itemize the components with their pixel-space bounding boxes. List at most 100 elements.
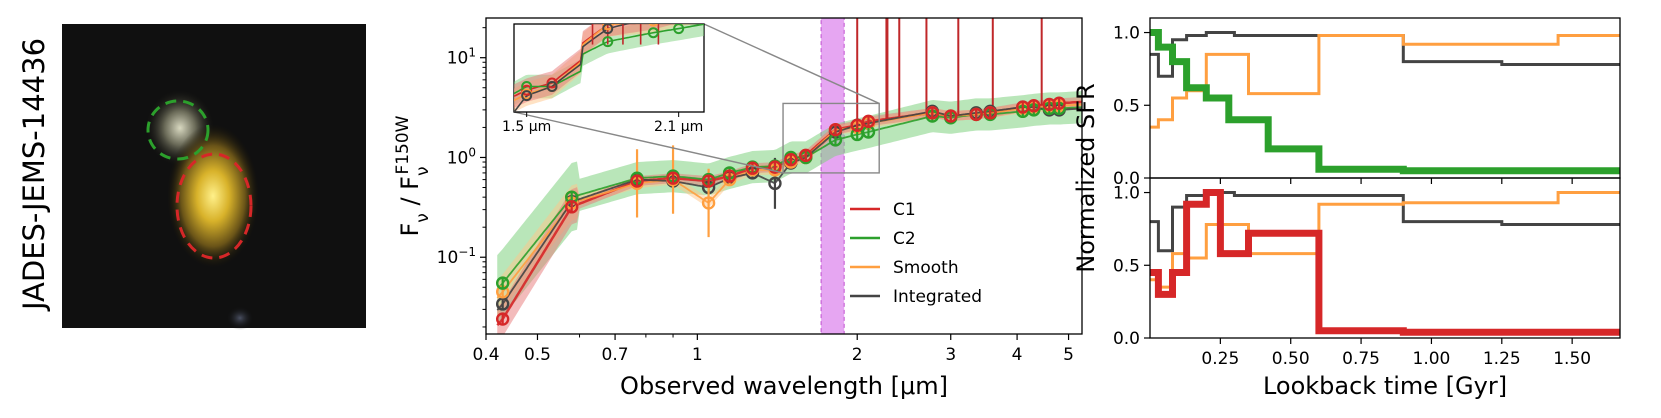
sfh-step-integrated xyxy=(1150,31,1620,78)
data-point-c1 xyxy=(969,107,983,122)
inset-line-c2 xyxy=(514,24,704,95)
legend: C1 C2 Smooth Integrated xyxy=(850,200,982,307)
sfh-x-tick-label: 1.00 xyxy=(1413,349,1451,369)
sed-y-label: Fν / FνF150W xyxy=(393,115,433,236)
inset-tick-label: 2.1 μm xyxy=(654,119,703,135)
galaxy-image-panel: JADES-JEMS-14436 xyxy=(17,24,366,330)
sfh-x-tick-label: 1.50 xyxy=(1553,349,1591,369)
legend-label-smooth: Smooth xyxy=(893,258,959,278)
legend-label-c2: C2 xyxy=(893,229,916,249)
data-point-c1 xyxy=(861,114,876,129)
data-point-c1 xyxy=(784,152,798,167)
sfh-y-tick-label: 0.5 xyxy=(1113,96,1140,116)
inset-tick-label: 1.5 μm xyxy=(502,119,551,135)
sfh-step-smooth xyxy=(1150,34,1620,129)
sfh-step-c2 xyxy=(1150,29,1620,175)
zoom-inset: 1.5 μm 2.1 μm xyxy=(502,7,880,174)
data-point-c1 xyxy=(701,174,716,188)
data-point-c1 xyxy=(799,148,813,163)
sfh-bottom-frame xyxy=(1149,177,1621,339)
data-point-c1 xyxy=(1052,96,1066,110)
highlight-band-rect xyxy=(820,17,845,335)
x-tick-label: 4 xyxy=(1012,345,1023,365)
model-line-c1 xyxy=(496,100,1082,327)
sed-x-ticks: 0.4 0.5 0.7 1 2 3 4 5 xyxy=(472,334,1074,365)
sed-y-ticks: 10−1 100 101 xyxy=(437,27,486,328)
sfh-y-tick-label: 0.0 xyxy=(1113,329,1140,349)
sfh-x-label: Lookback time [Gyr] xyxy=(1263,372,1507,400)
inset-point-c1 xyxy=(521,84,533,96)
inset-envelope-smooth xyxy=(514,24,697,112)
data-point-c1 xyxy=(722,169,737,183)
highlight-band xyxy=(820,17,845,335)
data-point-c1 xyxy=(630,174,644,188)
galaxy-glow-c1 xyxy=(167,124,259,268)
inset-point-c2 xyxy=(647,27,659,39)
inset-point-c1 xyxy=(546,77,558,89)
model-envelopes xyxy=(497,91,1082,334)
zoom-connector xyxy=(703,23,880,105)
inset-content xyxy=(514,7,704,112)
data-point-c1 xyxy=(768,160,782,174)
sfh-x-tick-label: 0.75 xyxy=(1342,349,1380,369)
data-point-c1 xyxy=(1027,99,1041,113)
data-point-c1 xyxy=(495,312,510,326)
data-point-smooth xyxy=(701,196,716,210)
sfh-y-label: Normalized SFR xyxy=(1072,83,1100,272)
sfh-step-c1 xyxy=(1150,189,1620,336)
x-tick-label: 1 xyxy=(692,345,703,365)
inset-point-c2 xyxy=(673,24,685,35)
sed-x-label: Observed wavelength [μm] xyxy=(620,372,948,400)
sed-axes-frame xyxy=(485,17,1083,335)
sfh-x-tick-label: 0.50 xyxy=(1272,349,1310,369)
sfh-top-panel xyxy=(1150,29,1620,175)
sfh-y-tick-label: 1.0 xyxy=(1113,184,1140,204)
y-tick-label: 101 xyxy=(447,46,476,69)
galaxy-label: JADES-JEMS-14436 xyxy=(17,38,51,312)
sfh-x-tick-label: 0.25 xyxy=(1201,349,1239,369)
data-point-c1 xyxy=(745,161,760,175)
region-ellipse-c2 xyxy=(146,99,210,161)
sfh-x-tick-label: 1.25 xyxy=(1483,349,1521,369)
data-point-integrated xyxy=(768,176,782,191)
inset-point-c1 xyxy=(674,7,683,16)
inset-point-integrated xyxy=(602,24,614,35)
sfh-y-tick-label: 0.0 xyxy=(1113,169,1140,189)
sfh-ticks: 0.00.51.00.00.51.00.25 0.50 0.75 1.00 1.25 1.… xyxy=(1113,24,1591,369)
zoom-box xyxy=(782,102,880,174)
data-point-c2 xyxy=(495,276,510,290)
envelope-c2 xyxy=(497,91,1082,324)
inset-point-c2 xyxy=(602,36,614,48)
data-point-c1 xyxy=(983,106,997,120)
sfh-panel: 0.00.51.00.00.51.00.25 0.50 0.75 1.00 1.25 1.… xyxy=(1072,17,1621,400)
inset-point-smooth xyxy=(602,24,614,31)
inset-point-integrated xyxy=(546,81,558,93)
galaxy-glow-faint xyxy=(226,306,254,330)
legend-label-integrated: Integrated xyxy=(893,287,982,307)
data-point-c1 xyxy=(925,106,940,120)
sfh-y-tick-label: 0.5 xyxy=(1113,256,1140,276)
y-tick-label: 10−1 xyxy=(437,245,476,268)
x-tick-label: 0.4 xyxy=(472,345,499,365)
photometry-points xyxy=(495,96,1066,326)
zoom-connector xyxy=(513,111,784,174)
inset-point-smooth xyxy=(648,24,658,27)
data-point-c1 xyxy=(666,171,680,185)
y-tick-label: 100 xyxy=(447,145,476,168)
legend-label-c1: C1 xyxy=(893,200,916,220)
x-tick-label: 2 xyxy=(852,345,863,365)
region-ellipse-c1 xyxy=(175,152,253,260)
data-point-c1 xyxy=(944,109,958,123)
data-point-c1 xyxy=(850,118,864,133)
inset-point-integrated xyxy=(521,90,533,102)
sfh-bottom-panel xyxy=(1150,189,1620,336)
x-tick-label: 3 xyxy=(945,345,956,365)
x-tick-label: 5 xyxy=(1063,345,1074,365)
data-point-c1 xyxy=(828,122,843,137)
x-tick-label: 0.7 xyxy=(602,345,629,365)
sed-panel: 1.5 μm 2.1 μm 0.4 0.5 0.7 1 2 3 4 5 10−1 100 101 O… xyxy=(393,7,1083,400)
data-point-c1 xyxy=(565,200,579,214)
x-tick-label: 0.5 xyxy=(524,345,551,365)
envelope-c1 xyxy=(497,96,1082,334)
